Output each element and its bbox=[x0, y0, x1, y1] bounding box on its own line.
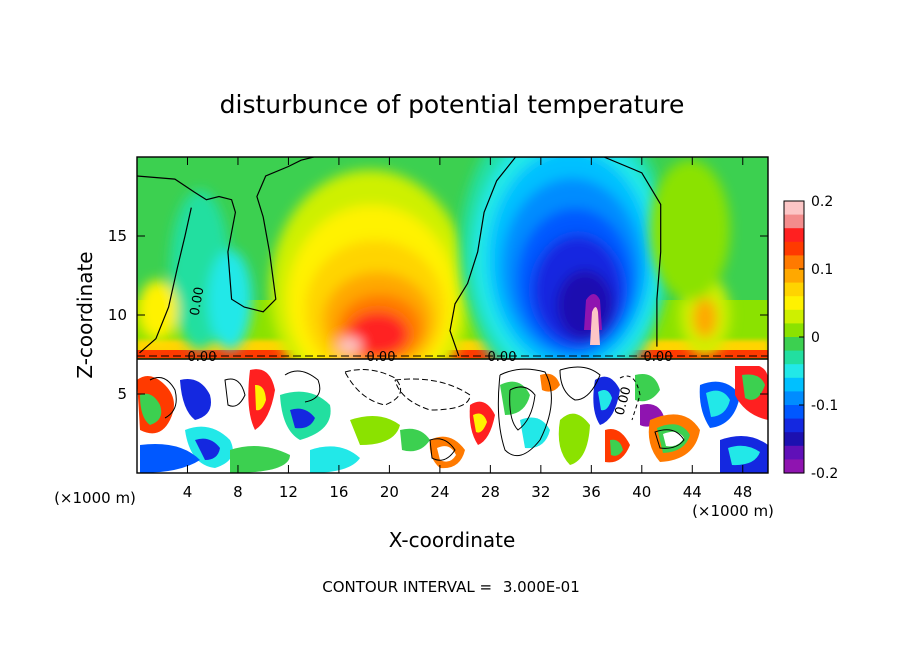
x-axis-label: X-coordinate bbox=[389, 528, 516, 552]
x-tick-label: 16 bbox=[329, 483, 348, 501]
colorbar-swatch bbox=[784, 323, 804, 338]
colorbar-tick-label: 0.1 bbox=[811, 262, 833, 278]
contour-label: 0.00 bbox=[188, 350, 217, 365]
x-tick-label: 44 bbox=[683, 483, 702, 501]
colorbar-ticks: 0.2 0.1 0 -0.1 -0.2 bbox=[799, 194, 838, 482]
colorbar-swatch bbox=[784, 459, 804, 474]
colorbar-tick-label: -0.1 bbox=[811, 398, 838, 414]
zero-contour bbox=[137, 157, 314, 313]
colorbar-swatch bbox=[784, 255, 804, 270]
y-tick-label: 5 bbox=[117, 385, 127, 403]
contour-interval-text: CONTOUR INTERVAL = bbox=[322, 578, 492, 596]
zero-contours bbox=[137, 157, 662, 357]
contour-label: 0.00 bbox=[613, 385, 635, 417]
x-tick-label: 28 bbox=[481, 483, 500, 501]
colorbar-swatch bbox=[784, 241, 804, 256]
cold-core-highlight bbox=[590, 307, 600, 345]
colorbar: 0.2 0.1 0 -0.1 -0.2 bbox=[783, 194, 838, 482]
chart-title: disturbunce of potential temperature bbox=[220, 90, 685, 119]
colorbar-swatch bbox=[784, 337, 804, 352]
x-tick-label: 32 bbox=[531, 483, 550, 501]
contour-label: 0.00 bbox=[488, 350, 517, 365]
colorbar-swatch bbox=[784, 228, 804, 243]
contour-label: 0.00 bbox=[644, 350, 673, 365]
colorbar-swatch bbox=[784, 269, 804, 284]
colorbar-swatch bbox=[784, 391, 804, 406]
colorbar-swatch bbox=[784, 432, 804, 447]
lower-layer-contours bbox=[149, 366, 685, 461]
y-tick-label: 15 bbox=[108, 227, 127, 245]
x-tick-label: 40 bbox=[632, 483, 651, 501]
colorbar-swatch bbox=[784, 296, 804, 311]
y-axis-label: Z-coordinate bbox=[73, 251, 97, 378]
contour-labels: 0.00 0.00 0.00 0.00 0.00 0.00 bbox=[188, 286, 673, 417]
colorbar-swatch bbox=[784, 201, 804, 216]
colorbar-swatch bbox=[784, 214, 804, 229]
colorbar-swatch bbox=[784, 309, 804, 324]
minor-anomalies bbox=[138, 160, 730, 355]
colorbar-swatch bbox=[784, 445, 804, 460]
x-tick-label: 12 bbox=[279, 483, 298, 501]
colorbar-swatch bbox=[784, 418, 804, 433]
lower-layer-turbulence bbox=[137, 360, 768, 473]
x-unit-left: (×1000 m) bbox=[54, 489, 136, 507]
contour-interval-label: CONTOUR INTERVAL = 3.000E-01 bbox=[322, 578, 580, 596]
contour-label: 0.00 bbox=[188, 286, 208, 317]
x-tick-label: 48 bbox=[733, 483, 752, 501]
zero-contour bbox=[139, 207, 192, 354]
x-tick-label: 24 bbox=[430, 483, 449, 501]
y-axis: 5 10 15 bbox=[108, 227, 768, 403]
colorbar-tick-label: 0 bbox=[811, 330, 820, 346]
x-unit-right: (×1000 m) bbox=[692, 502, 774, 520]
zero-contour bbox=[449, 157, 662, 357]
colorbar-swatch bbox=[784, 405, 804, 420]
colorbar-tick-label: 0.2 bbox=[811, 194, 833, 210]
x-tick-label: 8 bbox=[233, 483, 243, 501]
contour-interval-note: CONTOUR INTERVAL = 3.000E-01 bbox=[322, 578, 580, 596]
plot-area bbox=[137, 157, 768, 473]
colorbar-swatch bbox=[784, 350, 804, 365]
colorbar-swatches bbox=[784, 201, 804, 474]
colorbar-swatch bbox=[784, 377, 804, 392]
x-tick-label: 4 bbox=[183, 483, 193, 501]
colorbar-swatch bbox=[784, 282, 804, 297]
x-tick-label: 36 bbox=[582, 483, 601, 501]
y-tick-label: 10 bbox=[108, 306, 127, 324]
contour-interval-value: 3.000E-01 bbox=[503, 578, 580, 596]
contour-label: 0.00 bbox=[367, 350, 396, 365]
x-tick-label: 20 bbox=[380, 483, 399, 501]
warm-plume bbox=[270, 170, 470, 410]
cold-plume bbox=[460, 157, 670, 400]
colorbar-tick-label: -0.2 bbox=[811, 466, 838, 482]
colorbar-swatch bbox=[784, 364, 804, 379]
x-axis: 4 8 12 16 20 24 28 32 36 40 44 48 bbox=[183, 157, 752, 501]
